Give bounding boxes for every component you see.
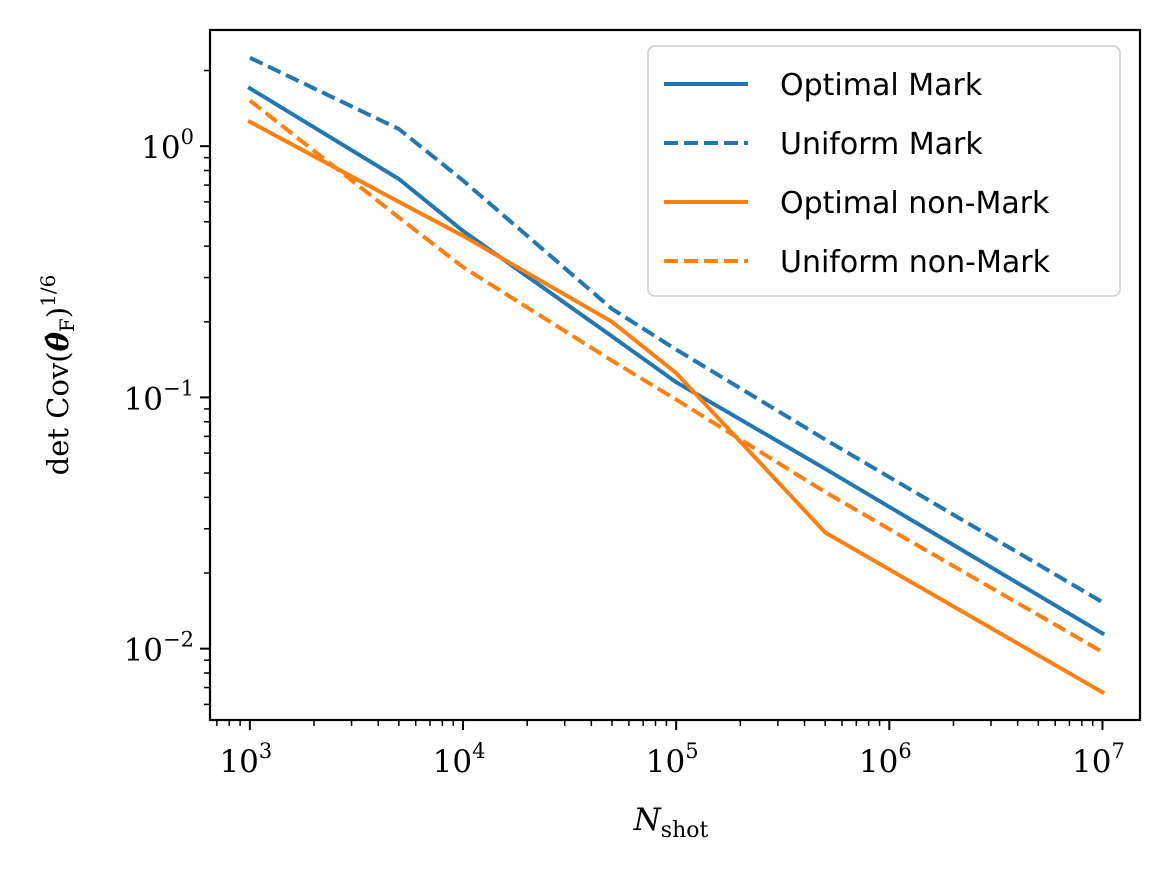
series-line-uniform-non-mark xyxy=(248,98,1104,654)
legend-label: Optimal Mark xyxy=(780,68,983,103)
legend-item: Uniform Mark xyxy=(664,127,983,162)
x-tick-label: 103 xyxy=(219,739,272,780)
series-line-optimal-mark xyxy=(247,85,1106,637)
y-tick-label: 10−2 xyxy=(124,628,194,669)
x-axis-label: Nshot xyxy=(633,802,709,843)
y-axis-label: det Cov(θ̂F)1/6 xyxy=(36,275,79,476)
legend-label: Optimal non-Mark xyxy=(780,186,1050,221)
series-line-uniform-mark xyxy=(249,55,1104,604)
x-tick-label: 107 xyxy=(1072,739,1125,780)
plot-frame xyxy=(208,28,1142,722)
x-tick-label: 106 xyxy=(859,739,912,780)
legend-item: Optimal non-Mark xyxy=(664,186,1050,221)
y-tick-label: 100 xyxy=(141,125,194,166)
legend-item: Uniform non-Mark xyxy=(664,245,1051,280)
legend: Optimal Mark Uniform Mark Optimal non-Mark… xyxy=(647,45,1121,297)
x-axis: 103 104 105 106 107 xyxy=(216,720,1125,780)
y-axis: 100 10−1 10−2 xyxy=(124,69,210,706)
series-line-optimal-non-mark xyxy=(247,119,1106,696)
x-tick-label: 105 xyxy=(646,739,699,780)
x-tick-label: 104 xyxy=(433,739,486,780)
series-layer xyxy=(247,55,1106,696)
legend-box xyxy=(647,45,1121,297)
legend-label: Uniform non-Mark xyxy=(780,245,1051,280)
legend-item: Optimal Mark xyxy=(664,68,983,103)
y-tick-label: 10−1 xyxy=(124,376,194,417)
legend-label: Uniform Mark xyxy=(780,127,983,162)
